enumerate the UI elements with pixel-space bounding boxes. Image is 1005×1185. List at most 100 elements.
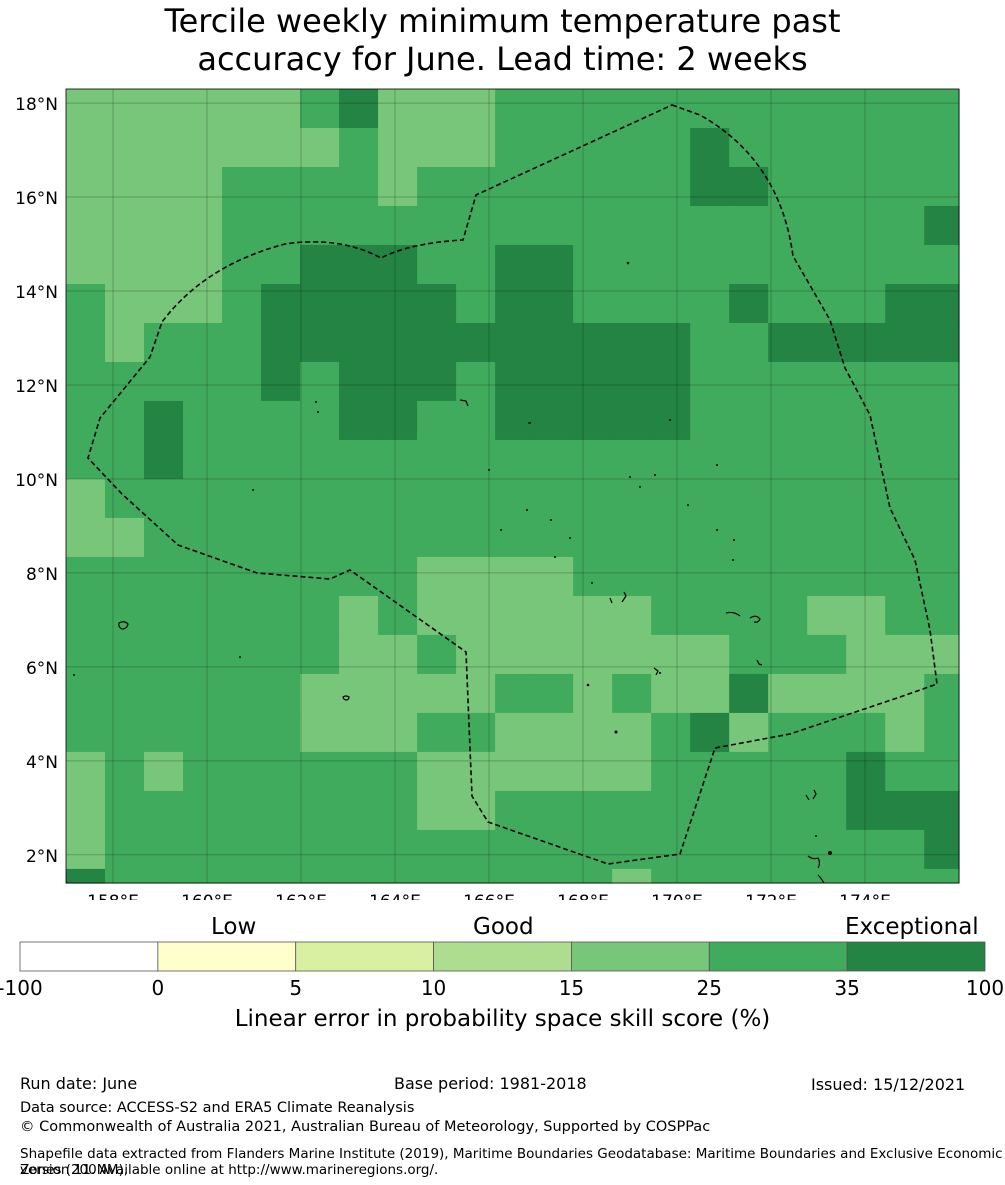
grid-cell — [807, 205, 847, 246]
grid-cell — [417, 322, 457, 363]
shapefile-credit-line2: version 11. Available online at http://w… — [20, 1162, 439, 1178]
grid-cell — [573, 595, 613, 636]
grid-cell — [534, 595, 574, 636]
grid-cell — [105, 205, 145, 246]
grid-cell — [378, 283, 418, 324]
grid-cell — [456, 790, 496, 831]
grid-cell — [573, 205, 613, 246]
grid-cell — [573, 751, 613, 792]
grid-cell — [66, 478, 106, 519]
grid-cell — [924, 478, 960, 519]
grid-cell — [534, 517, 574, 558]
map-gridlines — [66, 89, 959, 883]
grid-cell — [300, 556, 340, 597]
grid-cell — [651, 595, 691, 636]
map-title-line1: Tercile weekly minimum temperature past — [164, 2, 841, 40]
grid-cell — [105, 439, 145, 480]
grid-cell — [456, 868, 496, 884]
grid-cell — [300, 89, 340, 129]
colorbar-segment — [433, 941, 572, 972]
grid-cell — [417, 166, 457, 207]
run-date: Run date: June — [20, 1074, 138, 1093]
grid-cell — [339, 128, 379, 168]
grid-cell — [651, 790, 691, 831]
grid-cell — [417, 712, 457, 753]
grid-cell — [222, 128, 262, 168]
grid-cell — [651, 712, 691, 753]
grid-cell — [144, 400, 184, 441]
longitude-label: 168°E — [557, 892, 609, 900]
grid-cell — [495, 556, 535, 597]
longitude-label: 170°E — [651, 892, 703, 900]
grid-cell — [261, 166, 301, 207]
longitude-label: 172°E — [745, 892, 797, 900]
grid-cell — [183, 595, 223, 636]
grid-cell — [144, 868, 184, 884]
grid-cell — [183, 244, 223, 285]
grid-cell — [222, 868, 262, 884]
skill-grid-cells — [66, 89, 960, 884]
grid-cell — [105, 829, 145, 870]
grid-cell — [144, 556, 184, 597]
grid-cell — [183, 829, 223, 870]
grid-cell — [300, 829, 340, 870]
grid-cell — [417, 595, 457, 636]
grid-cell — [924, 595, 960, 636]
grid-cell — [456, 751, 496, 792]
map-frame — [65, 88, 960, 884]
grid-cell — [768, 634, 808, 675]
grid-cell — [807, 244, 847, 285]
grid-cell — [417, 634, 457, 675]
grid-cell — [768, 517, 808, 558]
grid-cell — [651, 166, 691, 207]
grid-cell — [612, 751, 652, 792]
grid-cell — [300, 361, 340, 402]
grid-cell — [183, 517, 223, 558]
grid-cell — [729, 166, 769, 207]
grid-cell — [612, 595, 652, 636]
grid-cell — [690, 361, 730, 402]
latitude-label: 8°N — [26, 565, 58, 585]
grid-cell — [339, 166, 379, 207]
grid-cell — [612, 712, 652, 753]
grid-cell — [729, 712, 769, 753]
grid-cell — [807, 829, 847, 870]
grid-cell — [690, 478, 730, 519]
grid-cell — [768, 166, 808, 207]
grid-cell — [573, 829, 613, 870]
colorbar-segment — [846, 941, 986, 972]
grid-cell — [885, 166, 925, 207]
grid-cell — [300, 166, 340, 207]
grid-cell — [222, 244, 262, 285]
map-title: Tercile weekly minimum temperature past … — [0, 2, 1005, 78]
grid-cell — [339, 439, 379, 480]
grid-cell — [417, 439, 457, 480]
grid-cell — [534, 283, 574, 324]
grid-cell — [261, 128, 301, 168]
longitude-label: 166°E — [463, 892, 515, 900]
grid-cell — [183, 634, 223, 675]
longitude-label: 174°E — [839, 892, 891, 900]
grid-cell — [846, 634, 886, 675]
grid-cell — [456, 517, 496, 558]
grid-cell — [885, 712, 925, 753]
grid-cell — [924, 400, 960, 441]
grid-cell — [144, 751, 184, 792]
island-outline — [118, 621, 129, 630]
grid-cell — [885, 829, 925, 870]
grid-cell — [66, 751, 106, 792]
grid-cell — [339, 517, 379, 558]
colorbar-good-label: Good — [473, 914, 534, 940]
grid-cell — [924, 751, 960, 792]
colorbar-segment — [571, 941, 710, 972]
grid-cell — [612, 166, 652, 207]
grid-cell — [534, 128, 574, 168]
grid-cell — [456, 595, 496, 636]
grid-cell — [222, 595, 262, 636]
grid-cell — [183, 89, 223, 129]
grid-cell — [456, 128, 496, 168]
grid-cell — [768, 128, 808, 168]
grid-cell — [768, 283, 808, 324]
grid-cell — [807, 517, 847, 558]
grid-cell — [690, 205, 730, 246]
